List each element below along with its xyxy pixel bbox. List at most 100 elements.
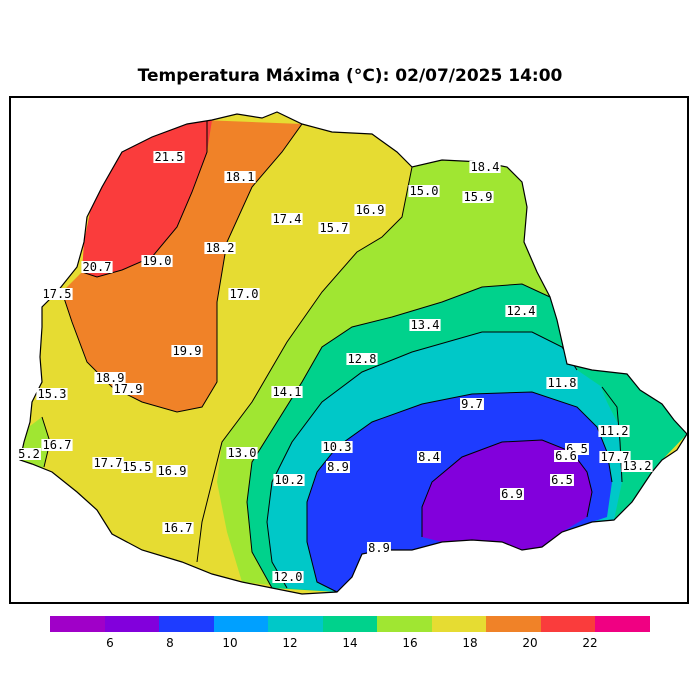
value-label-bg: [112, 383, 144, 395]
value-label: 12.4: [505, 304, 537, 318]
value-label-text: 19.9: [173, 344, 202, 358]
map-frame: 21.5 18.1 18.4 15.0 15.9 17.4 16.9 15.7 18.2 20.7…: [9, 96, 689, 604]
legend-swatch: [431, 616, 487, 632]
value-label-text: 6.9: [501, 487, 523, 501]
legend-tick-label: 14: [342, 636, 358, 650]
value-label: 17.4: [271, 212, 303, 226]
value-label: 6.6: [554, 449, 578, 463]
value-label: 18.4: [469, 160, 501, 174]
value-label: 15.0: [408, 184, 440, 198]
legend-swatch: [377, 616, 433, 632]
value-label-text: 15.0: [410, 184, 439, 198]
value-label: 8.9: [367, 541, 391, 555]
value-label-bg: [17, 448, 41, 460]
value-label-text: 16.7: [164, 521, 193, 535]
value-label: 16.9: [156, 464, 188, 478]
region-12-14-east: [597, 374, 642, 422]
value-label-text: 11.2: [600, 424, 629, 438]
value-label: 13.0: [226, 446, 258, 460]
value-label-bg: [354, 204, 386, 216]
value-label-text: 18.9: [96, 371, 125, 385]
value-label-bg: [346, 353, 378, 365]
value-label: 13.4: [409, 318, 441, 332]
value-label-bg: [546, 377, 578, 389]
value-label-bg: [141, 255, 173, 267]
value-label-text: 17.5: [43, 287, 72, 301]
value-label: 5.2: [17, 447, 41, 461]
value-label-bg: [36, 388, 68, 400]
isotherm-lines: [41, 120, 623, 593]
value-label-text: 9.7: [461, 397, 483, 411]
value-label-text: 12.8: [348, 352, 377, 366]
value-label-bg: [505, 305, 537, 317]
legend-swatch: [104, 616, 160, 632]
value-label-bg: [171, 345, 203, 357]
value-label: 15.3: [36, 387, 68, 401]
value-label-bg: [156, 465, 188, 477]
legend-tick-label: 16: [402, 636, 418, 650]
value-label-text: 8.4: [418, 450, 440, 464]
value-label: 16.7: [41, 438, 73, 452]
legend-swatch: [159, 616, 215, 632]
legend-tick-label: 22: [582, 636, 598, 650]
value-label: 6.9: [500, 487, 524, 501]
value-label-text: 17.7: [94, 456, 123, 470]
value-label: 10.3: [321, 440, 353, 454]
value-label: 11.2: [598, 424, 630, 438]
legend-swatch: [50, 616, 105, 632]
value-label-text: 16.9: [158, 464, 187, 478]
value-label-bg: [417, 451, 441, 463]
value-label-bg: [500, 488, 524, 500]
value-label: 8.4: [417, 450, 441, 464]
value-label-bg: [41, 288, 73, 300]
value-label-bg: [598, 425, 630, 437]
value-label-text: 18.4: [471, 160, 500, 174]
value-label: 17.7: [92, 456, 124, 470]
legend-tick-label: 10: [222, 636, 238, 650]
value-label-text: 14.1: [273, 385, 302, 399]
value-label: 18.2: [204, 241, 236, 255]
value-label-bg: [367, 542, 391, 554]
value-label-bg: [326, 461, 350, 473]
value-label-text: 15.9: [464, 190, 493, 204]
value-label-bg: [273, 474, 305, 486]
station-value-labels: 21.5 18.1 18.4 15.0 15.9 17.4 16.9 15.7 18.2 20.7…: [17, 150, 653, 584]
value-label-text: 12.4: [507, 304, 536, 318]
value-label-text: 11.8: [548, 376, 577, 390]
legend-swatch: [213, 616, 269, 632]
value-label: 6.5: [550, 473, 574, 487]
value-label-bg: [41, 439, 73, 451]
value-label-bg: [409, 319, 441, 331]
legend-tick-label: 12: [282, 636, 298, 650]
value-label-bg: [271, 386, 303, 398]
value-label-bg: [462, 191, 494, 203]
value-label: 17.5: [41, 287, 73, 301]
value-label: 17.9: [112, 382, 144, 396]
value-label-bg: [272, 571, 304, 583]
value-label-text: 18.2: [206, 241, 235, 255]
value-label-text: 16.9: [356, 203, 385, 217]
value-label: 15.9: [462, 190, 494, 204]
legend-tick-label: 8: [166, 636, 174, 650]
value-label-text: 15.5: [123, 460, 152, 474]
legend-swatch: [268, 616, 324, 632]
value-label: 13.2: [621, 459, 653, 473]
value-label-bg: [226, 447, 258, 459]
value-label-bg: [550, 474, 574, 486]
value-label: 21.5: [153, 150, 185, 164]
value-label-bg: [94, 372, 126, 384]
legend-tick-label: 6: [106, 636, 114, 650]
value-label: 19.9: [171, 344, 203, 358]
legend-swatch: [486, 616, 542, 632]
value-label: 16.7: [162, 521, 194, 535]
value-label-text: 8.9: [327, 460, 349, 474]
value-label-bg: [92, 457, 124, 469]
value-label-text: 17.4: [273, 212, 302, 226]
state-border: [19, 111, 687, 595]
color-legend-ticks: 6 8 10 12 14 16 18 20 22: [0, 636, 700, 652]
value-label: 15.7: [318, 221, 350, 235]
value-label: 11.8: [546, 376, 578, 390]
value-label: 19.0: [141, 254, 173, 268]
value-label-bg: [460, 398, 484, 410]
value-label-text: 17.9: [114, 382, 143, 396]
